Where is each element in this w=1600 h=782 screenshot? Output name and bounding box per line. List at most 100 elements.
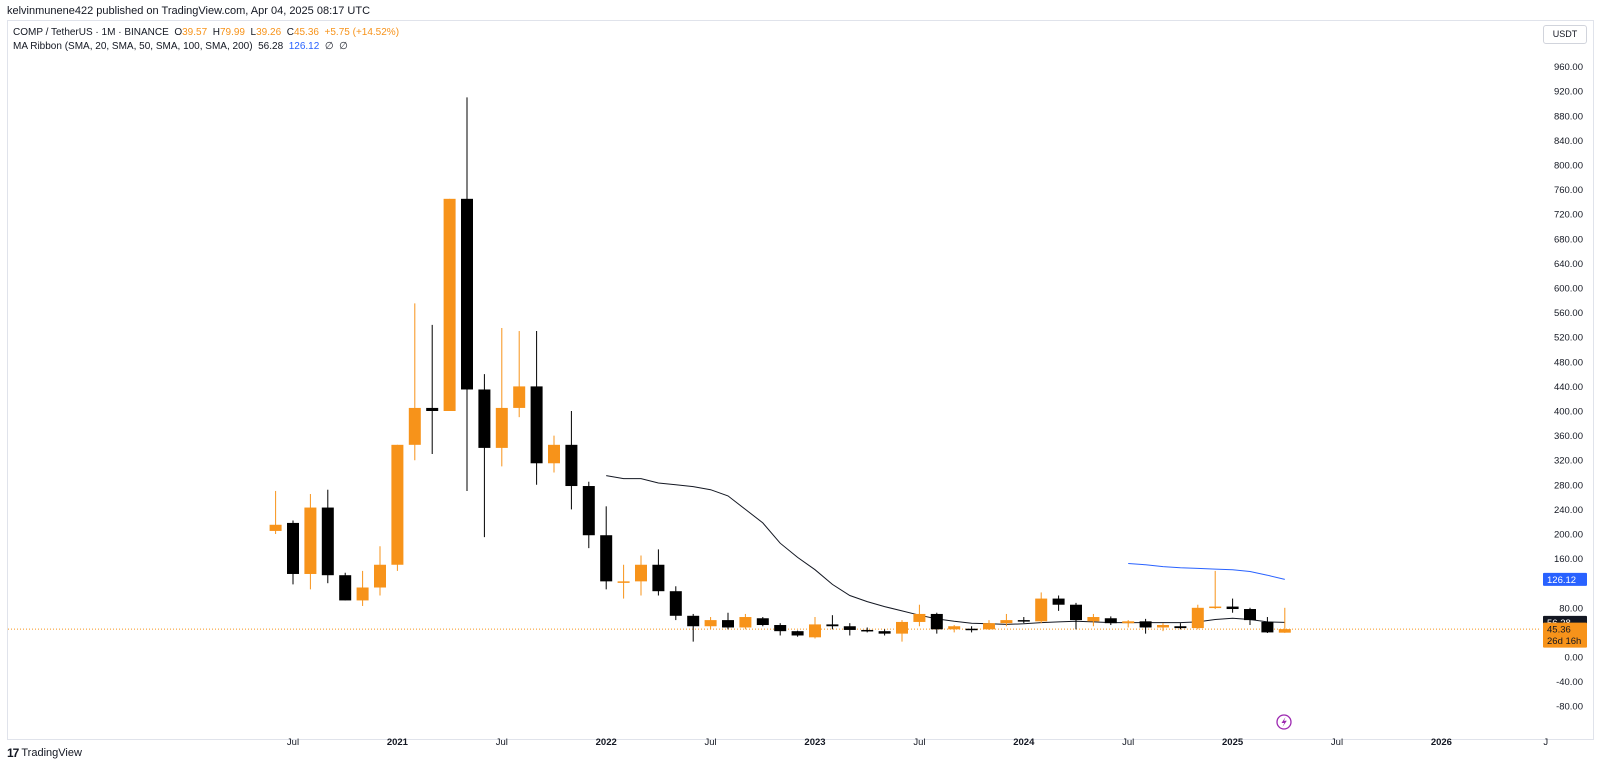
candle-body: [408, 407, 421, 445]
candle[interactable]: [861, 627, 874, 633]
candle[interactable]: [1000, 613, 1013, 627]
candle[interactable]: [495, 327, 508, 467]
candle[interactable]: [1087, 613, 1100, 627]
candle[interactable]: [1174, 623, 1187, 630]
candle[interactable]: [948, 625, 961, 633]
candle[interactable]: [635, 555, 647, 596]
candle[interactable]: [669, 586, 682, 621]
candle-body: [896, 621, 908, 634]
candle-body: [1278, 629, 1291, 633]
candle[interactable]: [304, 494, 317, 590]
candle[interactable]: [965, 626, 978, 633]
candle[interactable]: [1052, 595, 1065, 611]
candle[interactable]: [1278, 607, 1291, 633]
y-tick-label: 840.00: [1554, 136, 1583, 147]
candle[interactable]: [809, 617, 821, 639]
candle[interactable]: [1017, 617, 1030, 624]
candle-body: [652, 564, 665, 592]
candle[interactable]: [513, 331, 526, 418]
candle-body: [617, 581, 630, 583]
candle[interactable]: [1261, 617, 1274, 634]
candle[interactable]: [600, 506, 613, 590]
candle-body: [304, 507, 317, 574]
open-value: 39.57: [182, 27, 208, 38]
candle[interactable]: [1209, 570, 1222, 610]
candle[interactable]: [1244, 607, 1256, 626]
countdown-label: 26d 16h: [1547, 636, 1581, 647]
candle[interactable]: [826, 615, 839, 630]
candle-body: [687, 615, 700, 627]
ma50-price-label: 126.12: [1547, 575, 1576, 586]
candle[interactable]: [1226, 598, 1239, 613]
candle[interactable]: [652, 549, 665, 596]
candle[interactable]: [269, 490, 282, 534]
candle[interactable]: [843, 623, 856, 636]
candle[interactable]: [930, 612, 943, 634]
candle[interactable]: [1070, 602, 1082, 630]
candle-body: [774, 625, 787, 632]
candle[interactable]: [739, 613, 752, 630]
candle[interactable]: [1104, 616, 1117, 626]
candle[interactable]: [1139, 618, 1152, 634]
candle[interactable]: [774, 623, 787, 636]
candle[interactable]: [704, 617, 717, 630]
candle[interactable]: [339, 572, 352, 601]
x-tick-label: 2021: [387, 737, 409, 748]
candle-body: [495, 407, 508, 448]
chart-frame[interactable]: [7, 20, 1594, 740]
currency-button[interactable]: USDT: [1543, 25, 1587, 44]
candle[interactable]: [1157, 623, 1169, 632]
candle-body: [1000, 620, 1013, 624]
candle[interactable]: [983, 620, 995, 630]
candle[interactable]: [913, 604, 926, 627]
candle[interactable]: [426, 324, 439, 455]
candle-body: [809, 624, 821, 638]
candle[interactable]: [1035, 592, 1048, 624]
candle-body: [1139, 621, 1152, 628]
open-label: O: [174, 27, 183, 38]
candle[interactable]: [756, 617, 769, 627]
candle[interactable]: [1191, 604, 1204, 630]
candle[interactable]: [1122, 620, 1135, 628]
candle-body: [1226, 606, 1239, 610]
candle-body: [826, 624, 839, 627]
candle[interactable]: [287, 520, 299, 585]
candle[interactable]: [791, 630, 804, 637]
candle-body: [843, 626, 856, 630]
y-tick-label: 480.00: [1554, 357, 1583, 368]
high-value: 79.99: [219, 27, 245, 38]
candle[interactable]: [374, 546, 386, 596]
candle-body: [1157, 625, 1169, 628]
change-value: +5.75 (+14.52%): [324, 27, 400, 38]
candle[interactable]: [530, 331, 543, 485]
candle[interactable]: [443, 198, 456, 411]
candle[interactable]: [582, 481, 595, 549]
ma-ribbon-label: MA Ribbon (SMA, 20, SMA, 50, SMA, 100, S…: [13, 41, 253, 52]
candle[interactable]: [722, 612, 734, 630]
candle[interactable]: [548, 435, 560, 473]
y-tick-label: 520.00: [1554, 333, 1583, 344]
candle[interactable]: [617, 564, 630, 599]
y-tick-label: 280.00: [1554, 480, 1583, 491]
candle[interactable]: [321, 489, 334, 584]
candle[interactable]: [478, 374, 491, 538]
y-tick-label: 0.00: [1565, 653, 1584, 664]
tradingview-logo[interactable]: 17 TradingView: [7, 746, 82, 760]
candle[interactable]: [687, 613, 700, 642]
candle[interactable]: [878, 629, 891, 636]
close-value: 45.36: [293, 27, 319, 38]
candle[interactable]: [356, 570, 369, 606]
candle[interactable]: [408, 303, 421, 461]
candle-body: [1104, 618, 1117, 624]
x-tick-label: 2023: [804, 737, 825, 748]
ma-ribbon-legend: MA Ribbon (SMA, 20, SMA, 50, SMA, 100, S…: [13, 41, 348, 52]
candle[interactable]: [391, 444, 404, 571]
candle-body: [443, 198, 456, 411]
candle[interactable]: [461, 97, 473, 491]
last-price-bg: [1543, 622, 1587, 648]
flash-icon[interactable]: [1276, 714, 1292, 730]
candle-body: [704, 620, 717, 627]
candle[interactable]: [896, 620, 908, 642]
candle[interactable]: [565, 411, 578, 510]
